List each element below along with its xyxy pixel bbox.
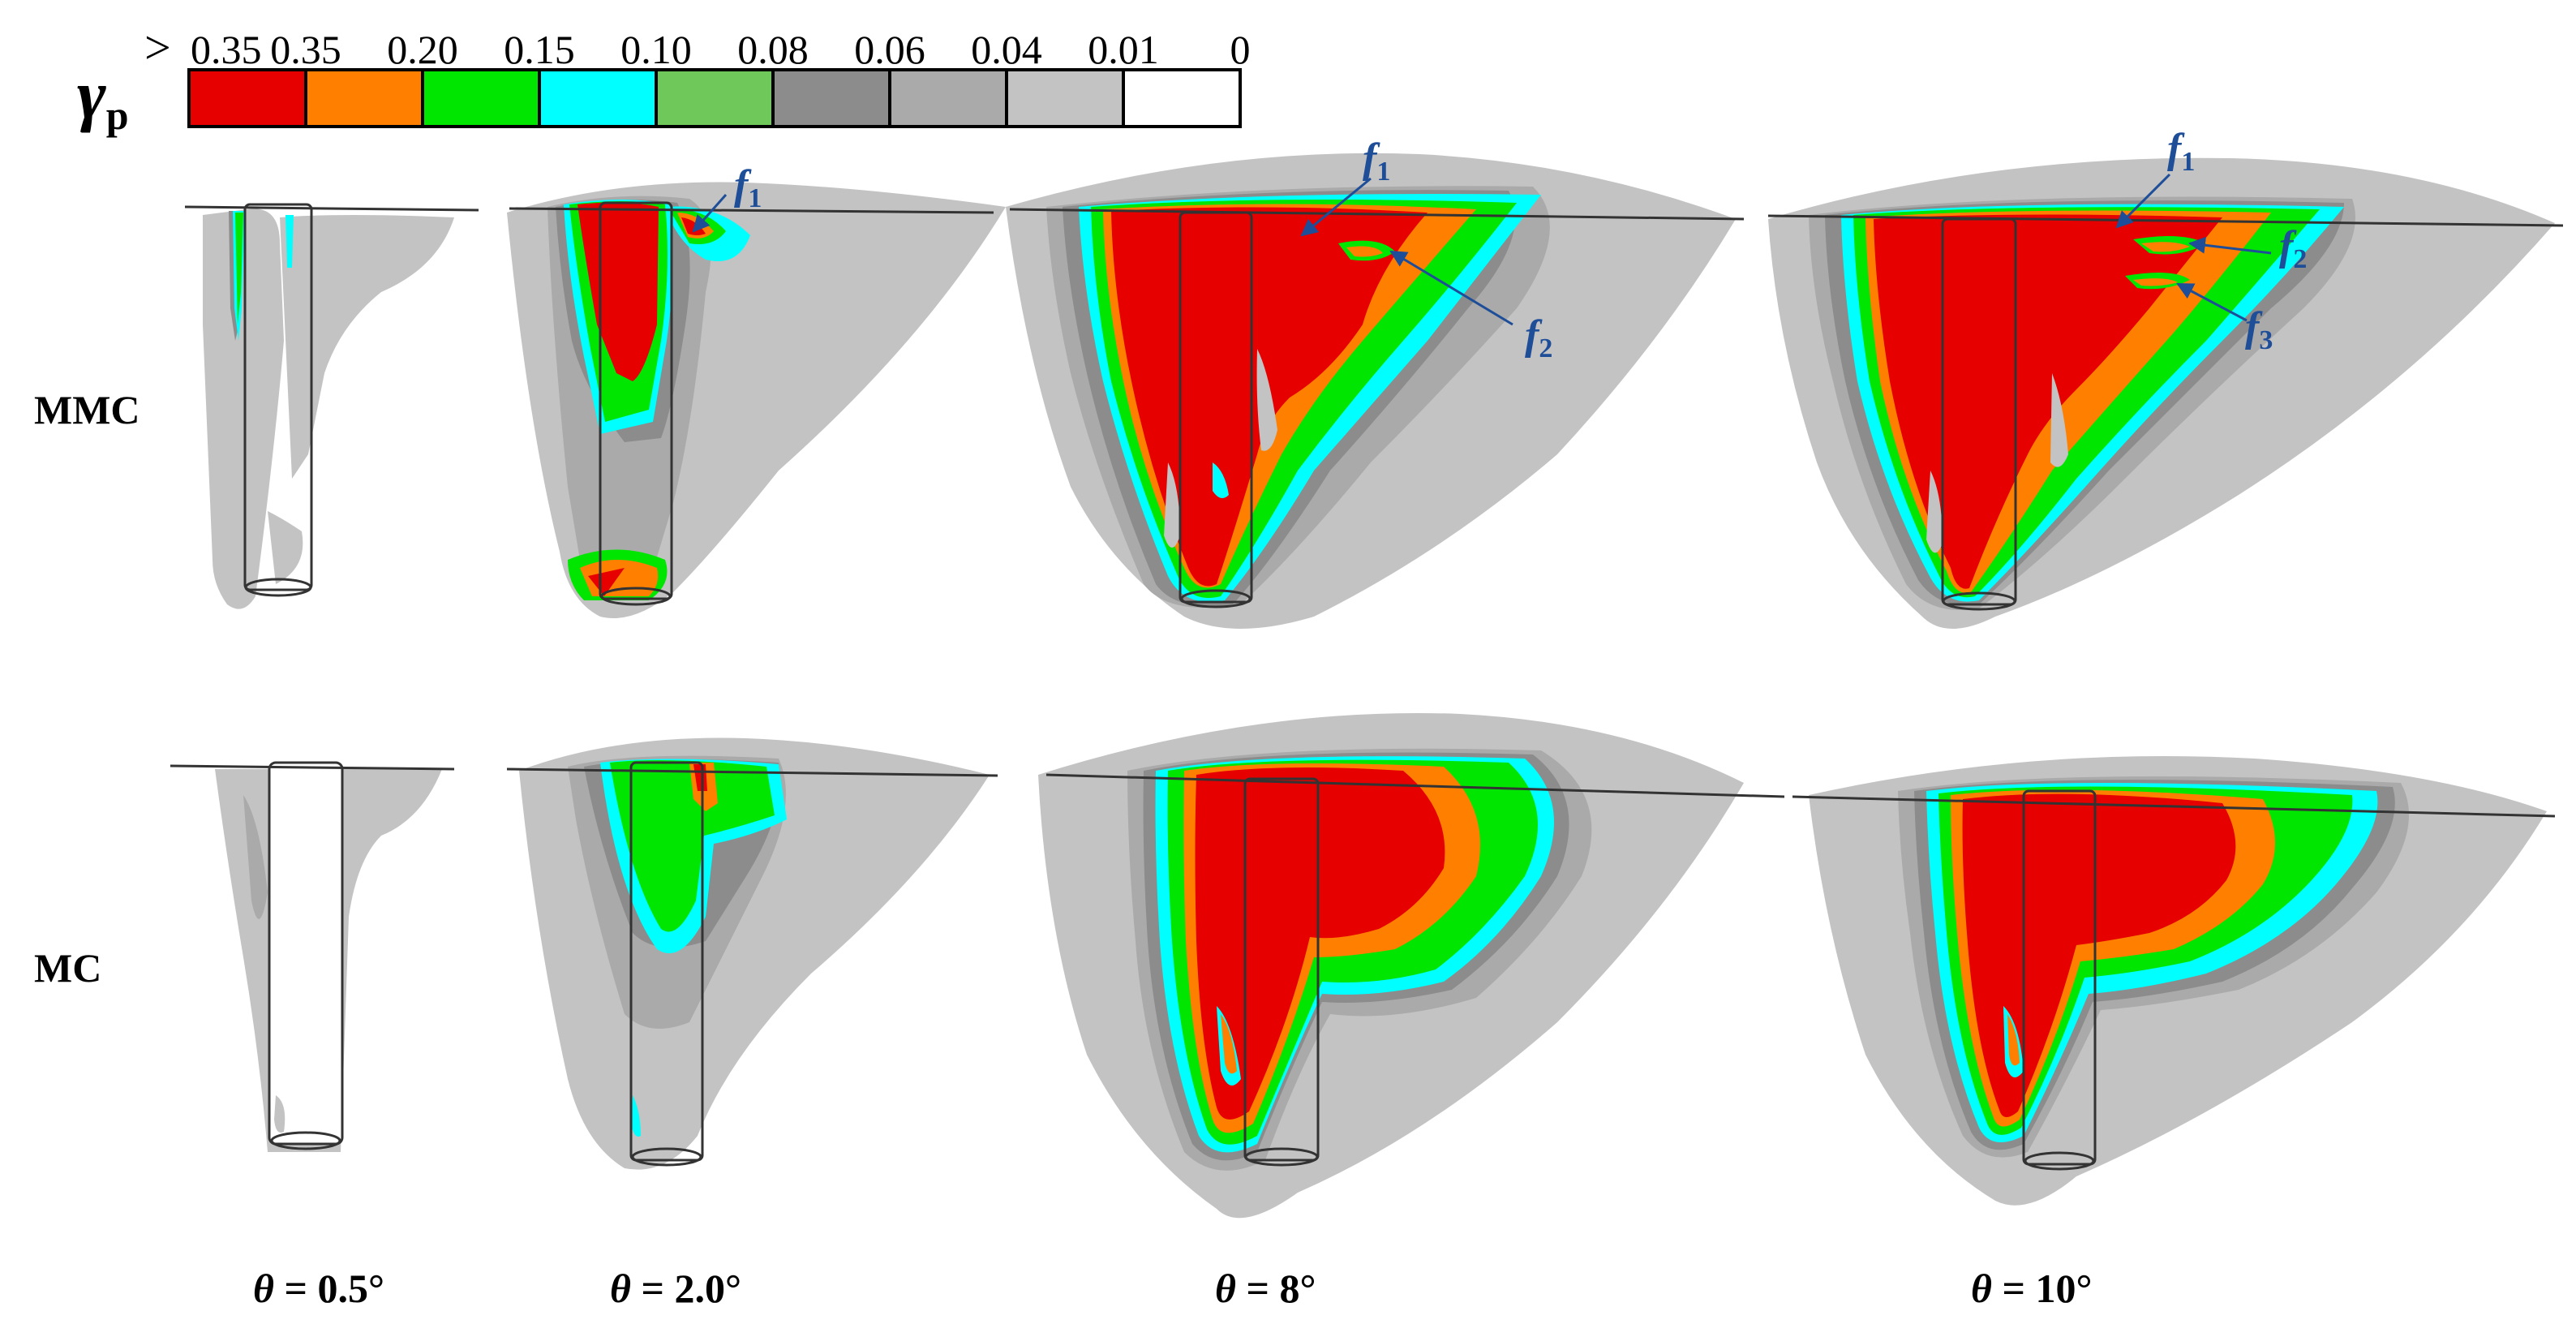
legend-box-0 xyxy=(187,68,307,128)
row-label-mmc: MMC xyxy=(34,387,140,432)
column-label-symbol: θ xyxy=(610,1266,631,1311)
annotation-f1-col4: f1 xyxy=(2167,126,2195,177)
column-label-0-5: θ = 0.5° xyxy=(253,1266,384,1311)
legend-tick-label-4: 0.10 xyxy=(620,27,692,72)
legend-tick-label-7: 0.04 xyxy=(971,27,1042,72)
legend-symbol: γp xyxy=(77,55,129,138)
column-label-value: = 8° xyxy=(1236,1266,1316,1311)
legend-tick-label-6: 0.06 xyxy=(854,27,925,72)
contour-panel-mmc-10 xyxy=(1767,157,2564,629)
legend-tick-label-5: 0.08 xyxy=(737,27,809,72)
column-label-symbol: θ xyxy=(253,1266,274,1311)
contour-panel-mmc-8 xyxy=(1006,153,1745,629)
contour-panel-mc-0-5 xyxy=(170,761,455,1152)
legend-gt-sign: > xyxy=(144,21,171,74)
column-label-value: = 0.5° xyxy=(274,1266,384,1311)
contour-panel-mc-10 xyxy=(1792,756,2556,1206)
legend-tick-label-3: 0.15 xyxy=(504,27,575,72)
legend-box-3 xyxy=(538,68,658,128)
annotation-f3-col4: f3 xyxy=(2245,304,2273,355)
legend-box-2 xyxy=(421,68,541,128)
column-label-10: θ = 10° xyxy=(1971,1266,2092,1311)
contour-panel-mmc-0-5 xyxy=(184,203,479,609)
legend-box-1 xyxy=(304,68,424,128)
contour-panel-mmc-2-0 xyxy=(507,182,1006,618)
legend-color-boxes xyxy=(187,68,1242,128)
column-label-value: = 2.0° xyxy=(631,1266,741,1311)
column-label-value: = 10° xyxy=(1992,1266,2093,1311)
color-legend: γp 0.35 0.35 0.20 0.15 0.10 0.08 0.06 0.04 0.01 0… xyxy=(77,21,1251,138)
column-label-symbol: θ xyxy=(1215,1266,1236,1311)
legend-tick-label-0: 0.35 xyxy=(191,27,262,72)
row-label-mc: MC xyxy=(34,945,101,991)
fracture-annotations: f1 f1 f2 f1 f2 f3 xyxy=(692,126,2307,363)
legend-tick-label-8: 0.01 xyxy=(1088,27,1159,72)
legend-box-6 xyxy=(888,68,1008,128)
legend-tick-label-1: 0.35 xyxy=(270,27,341,72)
legend-tick-label-2: 0.20 xyxy=(387,27,458,72)
column-label-8: θ = 8° xyxy=(1215,1266,1316,1311)
legend-box-8 xyxy=(1122,68,1242,128)
contour-panel-mc-2-0 xyxy=(506,737,998,1170)
legend-symbol-main: γ xyxy=(77,55,106,133)
annotation-f1-col2: f1 xyxy=(734,162,762,213)
legend-box-5 xyxy=(771,68,891,128)
legend-tick-labels: 0.35 0.35 0.20 0.15 0.10 0.08 0.06 0.04 0.01 0 xyxy=(191,27,1251,72)
column-label-symbol: θ xyxy=(1971,1266,1992,1311)
annotation-f2-col3: f2 xyxy=(1525,312,1552,363)
legend-symbol-sub: p xyxy=(106,92,129,138)
legend-tick-label-9: 0 xyxy=(1230,27,1251,72)
annotation-f1-col3: f1 xyxy=(1363,135,1390,187)
legend-box-7 xyxy=(1005,68,1125,128)
annotation-f2-col4: f2 xyxy=(2279,223,2307,274)
contour-panel-mc-8 xyxy=(1038,712,1785,1219)
legend-box-4 xyxy=(655,68,775,128)
column-label-2-0: θ = 2.0° xyxy=(610,1266,741,1311)
